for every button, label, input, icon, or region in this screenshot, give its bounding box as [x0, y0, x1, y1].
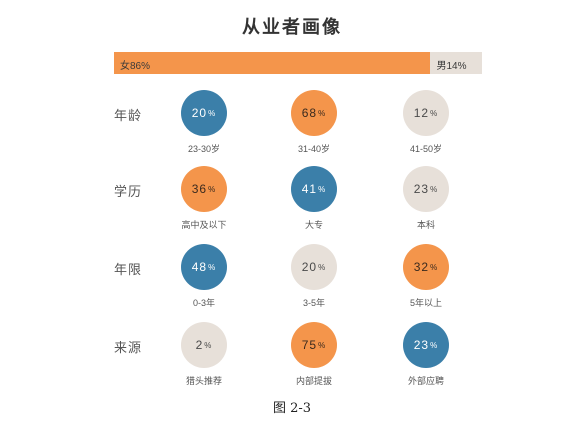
- row-label: 年限: [114, 262, 143, 277]
- percent-unit: %: [430, 262, 439, 272]
- percent-circle: 23%: [403, 322, 449, 368]
- category-label: 23-30岁: [187, 144, 221, 154]
- category-label: 31-40岁: [297, 144, 331, 154]
- percent-value: 20: [301, 260, 318, 274]
- percent-circle: 75%: [291, 322, 337, 368]
- row-label: 来源: [114, 340, 143, 355]
- percent-value: 20: [191, 106, 208, 120]
- percent-value: 12: [413, 106, 430, 120]
- percent-unit: %: [430, 184, 439, 194]
- percent-circle: 12%: [403, 90, 449, 136]
- percent-unit: %: [318, 108, 327, 118]
- gender-segment-female: 女86%: [114, 52, 431, 74]
- category-label: 大专: [304, 220, 323, 230]
- gender-bar: 女86% 男14%: [114, 52, 482, 74]
- category-label: 0-3年: [192, 298, 215, 308]
- gender-label-male: 男14%: [436, 61, 467, 72]
- row-label: 学历: [114, 184, 143, 199]
- percent-unit: %: [208, 108, 217, 118]
- percent-value: 48: [191, 260, 208, 274]
- percent-circle: 20%: [291, 244, 337, 290]
- category-label: 5年以上: [409, 298, 442, 308]
- percent-unit: %: [208, 184, 217, 194]
- row-label: 年龄: [114, 108, 143, 123]
- chart-title: 从业者画像: [242, 17, 342, 37]
- percent-circle: 68%: [291, 90, 337, 136]
- category-label: 高中及以下: [181, 220, 227, 230]
- percent-unit: %: [318, 340, 327, 350]
- percent-circle: 20%: [181, 90, 227, 136]
- percent-circle: 48%: [181, 244, 227, 290]
- percent-unit: %: [430, 340, 439, 350]
- gender-label-female: 女86%: [120, 61, 151, 72]
- percent-value: 32: [413, 260, 430, 274]
- category-label: 本科: [416, 220, 435, 230]
- percent-unit: %: [430, 108, 439, 118]
- percent-value: 68: [301, 106, 318, 120]
- percent-unit: %: [204, 340, 213, 350]
- gender-segment-male: 男14%: [430, 52, 482, 74]
- category-label: 41-50岁: [409, 144, 443, 154]
- category-label: 外部应聘: [407, 376, 444, 386]
- percent-value: 75: [301, 338, 318, 352]
- percent-value: 36: [191, 182, 208, 196]
- percent-circle: 23%: [403, 166, 449, 212]
- percent-value: 2: [195, 338, 204, 352]
- category-label: 3-5年: [302, 298, 325, 308]
- percent-unit: %: [208, 262, 217, 272]
- percent-circle: 41%: [291, 166, 337, 212]
- percent-value: 23: [413, 182, 430, 196]
- figure-caption: 图 2-3: [272, 401, 312, 416]
- percent-unit: %: [318, 262, 327, 272]
- percent-circle: 2%: [181, 322, 227, 368]
- percent-circle: 32%: [403, 244, 449, 290]
- percent-value: 23: [413, 338, 430, 352]
- percent-value: 41: [301, 182, 318, 196]
- percent-circle: 36%: [181, 166, 227, 212]
- category-label: 猎头推荐: [185, 376, 222, 386]
- category-label: 内部提拔: [295, 376, 332, 386]
- percent-unit: %: [318, 184, 327, 194]
